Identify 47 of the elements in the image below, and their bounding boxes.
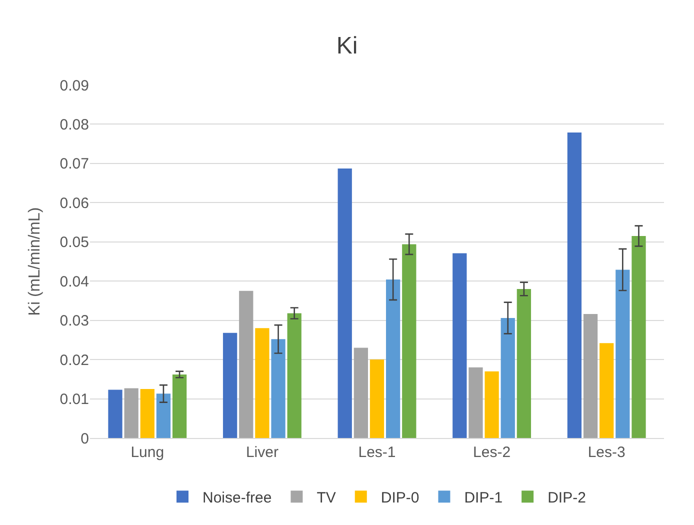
y-tick-label: 0.09	[60, 77, 89, 94]
bar	[140, 388, 154, 438]
bar	[287, 313, 302, 438]
bar	[255, 328, 270, 438]
bar	[108, 390, 122, 438]
chart-title: Ki	[336, 32, 358, 60]
bar	[632, 236, 646, 438]
legend-label: DIP-1	[464, 489, 503, 506]
bar	[600, 343, 614, 438]
bar	[222, 332, 238, 438]
y-tick-label: 0.08	[60, 116, 89, 134]
x-tick-label: Les-3	[588, 444, 626, 461]
y-tick-label: 0.03	[60, 312, 89, 330]
y-tick-label: 0.01	[60, 391, 89, 408]
x-tick-label: Liver	[246, 444, 278, 461]
bar	[468, 367, 483, 438]
bar	[386, 280, 400, 438]
bar	[156, 394, 171, 438]
bar	[567, 132, 582, 438]
y-tick-label: 0	[80, 430, 89, 448]
bar	[370, 360, 384, 438]
bar	[484, 371, 499, 438]
y-tick-label: 0.07	[60, 156, 89, 173]
bar	[271, 339, 286, 438]
legend-label: Noise-free	[202, 489, 272, 506]
y-tick-label: 0.06	[60, 194, 89, 212]
legend-label: DIP-0	[380, 489, 420, 506]
bar	[583, 314, 598, 438]
legend-label: DIP-2	[548, 489, 586, 506]
bar	[402, 244, 416, 438]
bar	[500, 318, 515, 438]
x-tick-label: Lung	[130, 444, 164, 461]
bar	[239, 290, 254, 438]
bar	[354, 348, 368, 438]
bar	[616, 270, 630, 438]
x-tick-label: Les-2	[473, 444, 511, 461]
y-tick-label: 0.05	[60, 234, 89, 252]
legend-label: TV	[316, 489, 336, 506]
bar	[124, 388, 138, 438]
bar	[338, 168, 352, 438]
bar	[452, 253, 467, 438]
x-tick-label: Les-1	[358, 444, 396, 461]
bar	[516, 288, 532, 438]
y-tick-label: 0.04	[60, 273, 89, 290]
bar	[172, 374, 187, 438]
y-axis-title: Ki (mL/min/mL)	[26, 207, 44, 316]
y-tick-label: 0.02	[60, 352, 89, 369]
